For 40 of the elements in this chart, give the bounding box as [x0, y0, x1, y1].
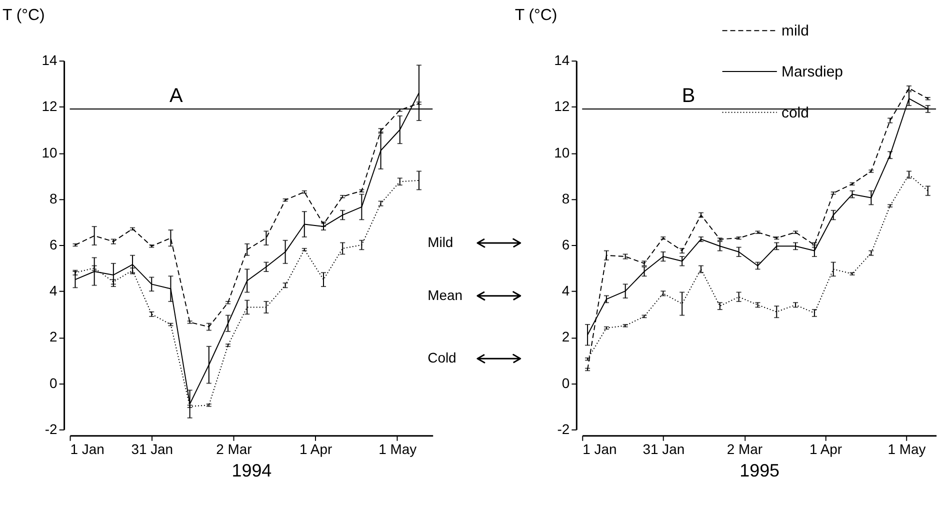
annotation: Cold [428, 350, 456, 366]
y-tick-label: 14 [42, 52, 58, 68]
y-tick-label: -2 [44, 420, 58, 437]
x-tick-label: 1 May [378, 440, 417, 457]
y-tick-label: 12 [42, 98, 58, 114]
y-axis-title: T (°C) [2, 7, 45, 24]
y-tick-label: 10 [42, 144, 58, 160]
y-tick-label: 8 [50, 190, 58, 206]
x-tick-label: 1 Jan [582, 440, 617, 457]
y-tick-label: 4 [562, 282, 570, 299]
legend-label: Marsdiep [782, 64, 843, 81]
ref-line-label: A [169, 85, 184, 108]
y-tick-label: 4 [50, 282, 58, 299]
y-tick-label: 2 [50, 328, 58, 345]
y-tick-label: 0 [50, 374, 58, 391]
x-tick-label: 31 Jan [642, 440, 685, 457]
y-tick-label: 6 [50, 236, 58, 252]
x-axis-title: 1995 [740, 460, 780, 481]
y-tick-label: 0 [562, 374, 570, 391]
x-axis-title: 1994 [232, 460, 272, 481]
x-tick-label: 31 Jan [131, 440, 174, 457]
x-tick-label: 2 Mar [726, 440, 763, 457]
y-axis-title: T (°C) [514, 7, 558, 24]
annotation: Mean [428, 286, 463, 303]
x-tick-label: 2 Mar [216, 440, 252, 457]
x-tick-label: 1 May [888, 440, 926, 457]
y-tick-label: 6 [562, 236, 570, 252]
x-tick-label: 1 Jan [70, 440, 104, 457]
y-tick-label: 8 [562, 190, 570, 206]
legend-label: mild [782, 22, 809, 40]
annotation: Mild [428, 234, 454, 250]
x-tick-label: 1 Apr [809, 440, 842, 457]
ref-line-label: B [682, 85, 696, 108]
y-tick-label: 10 [554, 144, 570, 160]
y-tick-label: 2 [562, 328, 570, 345]
legend-label: cold [782, 104, 809, 122]
x-tick-label: 1 Apr [300, 440, 332, 457]
y-tick-label: -2 [557, 420, 570, 437]
y-tick-label: 12 [554, 98, 570, 114]
y-tick-label: 14 [554, 52, 570, 68]
